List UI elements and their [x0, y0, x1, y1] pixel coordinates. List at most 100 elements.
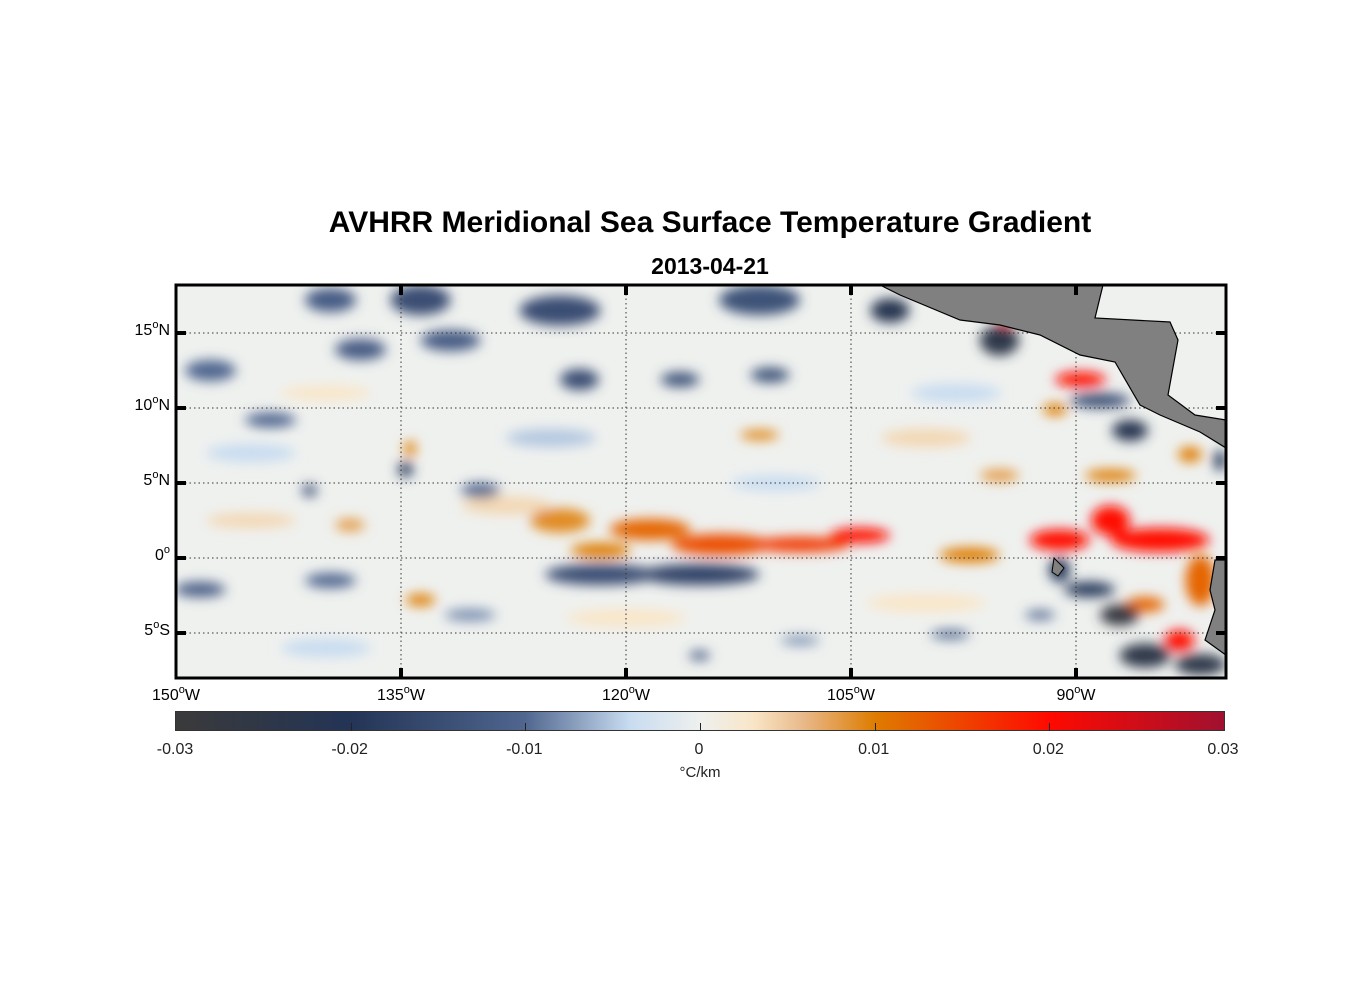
cold-gradient-feature [930, 630, 970, 639]
cold-gradient-feature [1064, 582, 1115, 597]
cold-gradient-feature [780, 636, 820, 645]
warm-gradient-feature [671, 534, 770, 555]
tick-number: 150 [152, 687, 179, 704]
hemisphere: W [409, 687, 425, 704]
cold-gradient-feature [519, 295, 601, 326]
warm-gradient-feature [570, 543, 631, 558]
degree-symbol: o [152, 319, 159, 331]
colorbar-tick [525, 723, 527, 731]
cold-gradient-feature [1119, 643, 1171, 668]
cold-gradient-feature [444, 609, 496, 621]
warm-gradient-feature [1185, 555, 1216, 606]
cold-gradient-feature [245, 412, 296, 428]
warm-gradient-feature [1110, 528, 1210, 552]
cold-gradient-feature [689, 651, 710, 660]
cold-gradient-feature [1175, 654, 1226, 675]
warm-gradient-feature [335, 519, 365, 531]
warm-gradient-feature [1178, 447, 1202, 462]
lat-tick-label: 10oN [110, 394, 170, 415]
lat-tick-label: 5oN [110, 469, 170, 490]
chart-title: AVHRR Meridional Sea Surface Temperature… [328, 206, 1092, 239]
cold-gradient-feature [1214, 450, 1226, 471]
warm-gradient-feature [866, 594, 986, 612]
warm-gradient-feature [740, 430, 779, 440]
hemisphere: N [158, 397, 170, 414]
lat-tick-label: 0o [110, 544, 170, 565]
cold-gradient-feature [506, 429, 596, 447]
lon-tick-label: 90oW [1056, 684, 1095, 705]
degree-symbol: o [163, 544, 170, 556]
cold-gradient-feature [206, 444, 296, 462]
warm-gradient-feature [281, 385, 371, 401]
tick-number: 105 [827, 687, 854, 704]
cold-gradient-feature [176, 582, 226, 597]
hemisphere: S [159, 622, 170, 639]
cold-gradient-feature [1112, 420, 1148, 441]
colorbar-unit-label: °C/km [679, 764, 721, 781]
lon-tick-label: 120oW [602, 684, 650, 705]
cold-gradient-feature [1100, 604, 1139, 626]
tick-number: 10 [134, 397, 153, 414]
cold-gradient-feature [281, 639, 371, 657]
degree-symbol: o [1074, 684, 1081, 696]
cold-gradient-feature [185, 360, 236, 381]
tick-number: 135 [377, 687, 404, 704]
hemisphere: W [184, 687, 200, 704]
colorbar-tick-label: -0.03 [156, 741, 194, 758]
hemisphere: W [1080, 687, 1096, 704]
tick-number: 120 [602, 687, 629, 704]
land-island [1051, 556, 1065, 577]
colorbar-tick-label: 0.01 [858, 741, 890, 758]
colorbar-tick-label: -0.02 [331, 741, 368, 758]
cold-gradient-feature [1025, 610, 1055, 620]
colorbar-tick-label: 0.02 [1032, 741, 1064, 758]
colorbar-tick-label: -0.01 [506, 741, 543, 758]
tick-number: 5 [144, 622, 154, 639]
cold-gradient-feature [639, 564, 760, 585]
warm-gradient-feature [980, 469, 1019, 482]
warm-gradient-feature [404, 441, 416, 456]
cold-gradient-feature [660, 372, 700, 387]
degree-symbol: o [853, 684, 860, 696]
cold-gradient-feature [420, 330, 481, 351]
warm-gradient-feature [1043, 403, 1067, 416]
lat-tick-label: 15oN [110, 319, 170, 340]
warm-gradient-feature [1055, 372, 1106, 387]
warm-gradient-feature [750, 537, 850, 552]
cold-gradient-feature [390, 285, 451, 315]
hemisphere: N [158, 472, 170, 489]
warm-gradient-feature [1091, 505, 1130, 536]
warm-gradient-feature [405, 594, 436, 606]
warm-gradient-feature [1125, 597, 1165, 612]
degree-symbol: o [153, 619, 160, 631]
cold-gradient-feature [302, 484, 317, 497]
colorbar [175, 711, 1225, 731]
colorbar-tick-label: 0.03 [1207, 741, 1239, 758]
degree-symbol: o [403, 684, 410, 696]
warm-gradient-feature [206, 513, 296, 528]
cold-gradient-feature [335, 339, 386, 360]
hemisphere: N [158, 322, 170, 339]
colorbar-tick [700, 723, 701, 731]
tick-number: 15 [134, 322, 153, 339]
lon-tick-label: 135oW [377, 684, 425, 705]
cold-gradient-feature [398, 462, 413, 477]
tick-number: 0 [154, 547, 164, 564]
hemisphere: W [634, 687, 650, 704]
degree-symbol: o [178, 684, 185, 696]
chart-subtitle: 2013-04-21 [651, 253, 769, 279]
lon-tick-label: 105oW [827, 684, 875, 705]
warm-gradient-feature [609, 519, 691, 540]
warm-gradient-feature [461, 496, 551, 515]
warm-gradient-feature [1085, 469, 1136, 482]
warm-gradient-feature [939, 547, 1000, 563]
cold-gradient-feature [560, 369, 599, 390]
cold-gradient-feature [305, 288, 356, 312]
cold-gradient-feature [719, 285, 800, 315]
tick-number: 90 [1056, 687, 1075, 704]
colorbar-tick-label: 0 [694, 741, 704, 758]
warm-gradient-feature [830, 528, 890, 543]
cold-gradient-feature [911, 384, 1001, 402]
colorbar-tick [350, 723, 352, 731]
